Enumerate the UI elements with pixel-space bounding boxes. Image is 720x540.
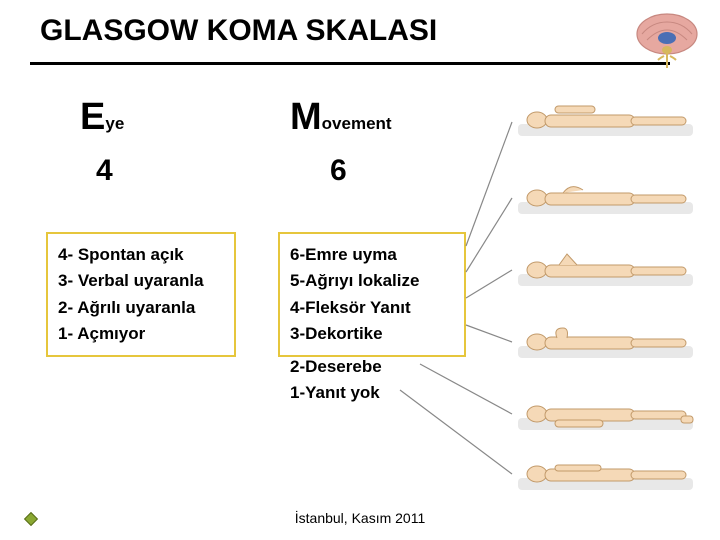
- body-figure: [513, 176, 698, 222]
- eye-heading: Eye: [80, 96, 124, 139]
- movement-letter: M: [290, 96, 322, 138]
- brain-icon: [632, 10, 702, 70]
- body-figure: [513, 392, 698, 438]
- list-item: 1-Yanıt yok: [290, 380, 382, 406]
- body-figure: [513, 98, 698, 144]
- movement-heading: Movement: [290, 96, 392, 139]
- list-item: 2-Deserebe: [290, 354, 382, 380]
- movement-suffix: ovement: [322, 114, 392, 133]
- eye-list-box: 4- Spontan açık 3- Verbal uyaranla 2- Ağ…: [46, 232, 236, 357]
- footer-text: İstanbul, Kasım 2011: [0, 510, 720, 526]
- movement-list-box: 6-Emre uyma 5-Ağrıyı lokalize 4-Fleksör …: [278, 232, 466, 357]
- list-item: 3-Dekortike: [290, 321, 452, 347]
- list-item: 5-Ağrıyı lokalize: [290, 268, 452, 294]
- eye-letter: E: [80, 96, 105, 138]
- eye-score: 4: [96, 154, 113, 188]
- body-figure: [513, 452, 698, 498]
- list-item: 6-Emre uyma: [290, 242, 452, 268]
- title-underline: [30, 62, 670, 65]
- list-item: 2- Ağrılı uyaranla: [58, 295, 222, 321]
- page-title: GLASGOW KOMA SKALASI: [40, 14, 437, 48]
- list-item: 3- Verbal uyaranla: [58, 268, 222, 294]
- body-figure: [513, 248, 698, 294]
- body-figure: [513, 320, 698, 366]
- movement-overflow: 2-Deserebe 1-Yanıt yok: [290, 354, 382, 407]
- list-item: 4-Fleksör Yanıt: [290, 295, 452, 321]
- list-item: 1- Açmıyor: [58, 321, 222, 347]
- eye-suffix: ye: [105, 114, 124, 133]
- list-item: 4- Spontan açık: [58, 242, 222, 268]
- movement-score: 6: [330, 154, 347, 188]
